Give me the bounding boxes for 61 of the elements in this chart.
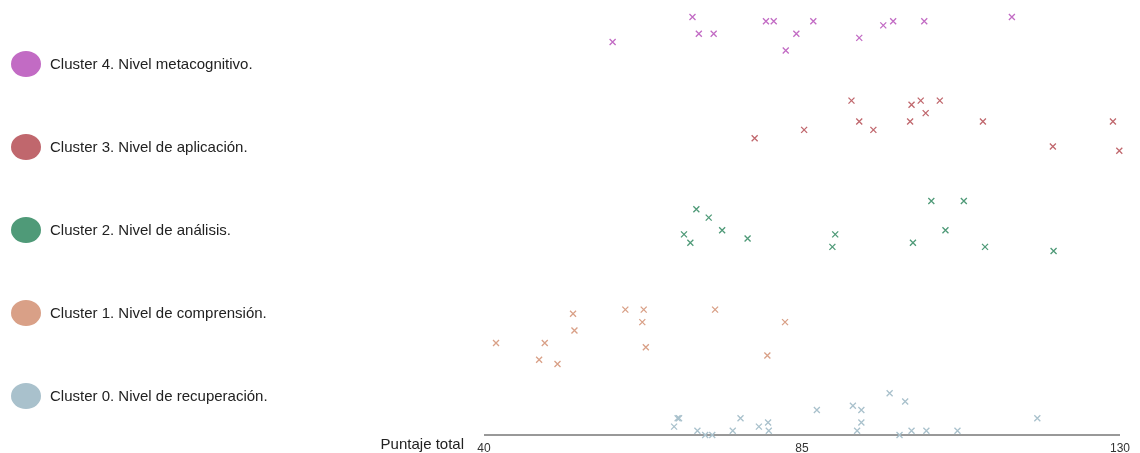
point <box>736 414 745 422</box>
point <box>901 397 909 406</box>
point <box>906 117 914 126</box>
legend-label: Cluster 4. Nivel metacognitivo. <box>50 55 253 72</box>
point <box>960 197 968 205</box>
point <box>764 418 772 427</box>
point <box>541 339 549 347</box>
point <box>782 46 790 55</box>
point <box>857 418 866 427</box>
point <box>979 117 987 126</box>
x-axis-title: Puntaje total <box>380 435 464 453</box>
point <box>922 109 930 117</box>
point <box>640 305 648 314</box>
point <box>751 134 759 142</box>
point <box>693 427 702 435</box>
point <box>711 305 719 314</box>
point <box>553 360 562 368</box>
point <box>705 213 713 222</box>
point <box>895 431 904 439</box>
point <box>1049 142 1057 151</box>
point <box>909 239 917 247</box>
point <box>1049 247 1058 255</box>
point <box>855 117 863 126</box>
point <box>569 310 577 318</box>
point <box>885 389 894 397</box>
point <box>953 427 962 435</box>
point <box>781 318 789 326</box>
point <box>907 101 916 109</box>
point <box>755 422 763 431</box>
point <box>680 230 688 239</box>
point <box>1008 13 1016 21</box>
x-tick-label: 40 <box>477 440 491 453</box>
point <box>849 402 857 410</box>
point <box>917 96 925 105</box>
point <box>855 34 863 42</box>
point <box>927 197 935 205</box>
point <box>941 226 950 234</box>
point <box>692 205 700 213</box>
point <box>869 126 878 134</box>
legend-label: Cluster 0. Nivel de recuperación. <box>50 387 268 404</box>
point <box>936 96 944 105</box>
legend-label: Cluster 2. Nivel de análisis. <box>50 221 231 238</box>
point <box>638 318 646 326</box>
point <box>879 21 887 30</box>
x-tick-label: 85 <box>795 440 809 453</box>
point <box>695 30 703 38</box>
point <box>831 230 839 239</box>
point <box>922 427 931 435</box>
point <box>828 243 837 251</box>
point <box>857 406 866 414</box>
point <box>608 38 617 46</box>
point <box>535 356 543 364</box>
legend-label: Cluster 3. Nivel de aplicación. <box>50 138 248 155</box>
point <box>809 17 817 25</box>
point <box>621 305 629 314</box>
point <box>688 13 697 21</box>
point <box>1109 117 1117 126</box>
x-tick-label: 130 <box>1109 440 1131 453</box>
point <box>670 422 678 431</box>
legend-label: Cluster 1. Nivel de comprensión. <box>50 304 267 321</box>
point <box>907 427 916 435</box>
